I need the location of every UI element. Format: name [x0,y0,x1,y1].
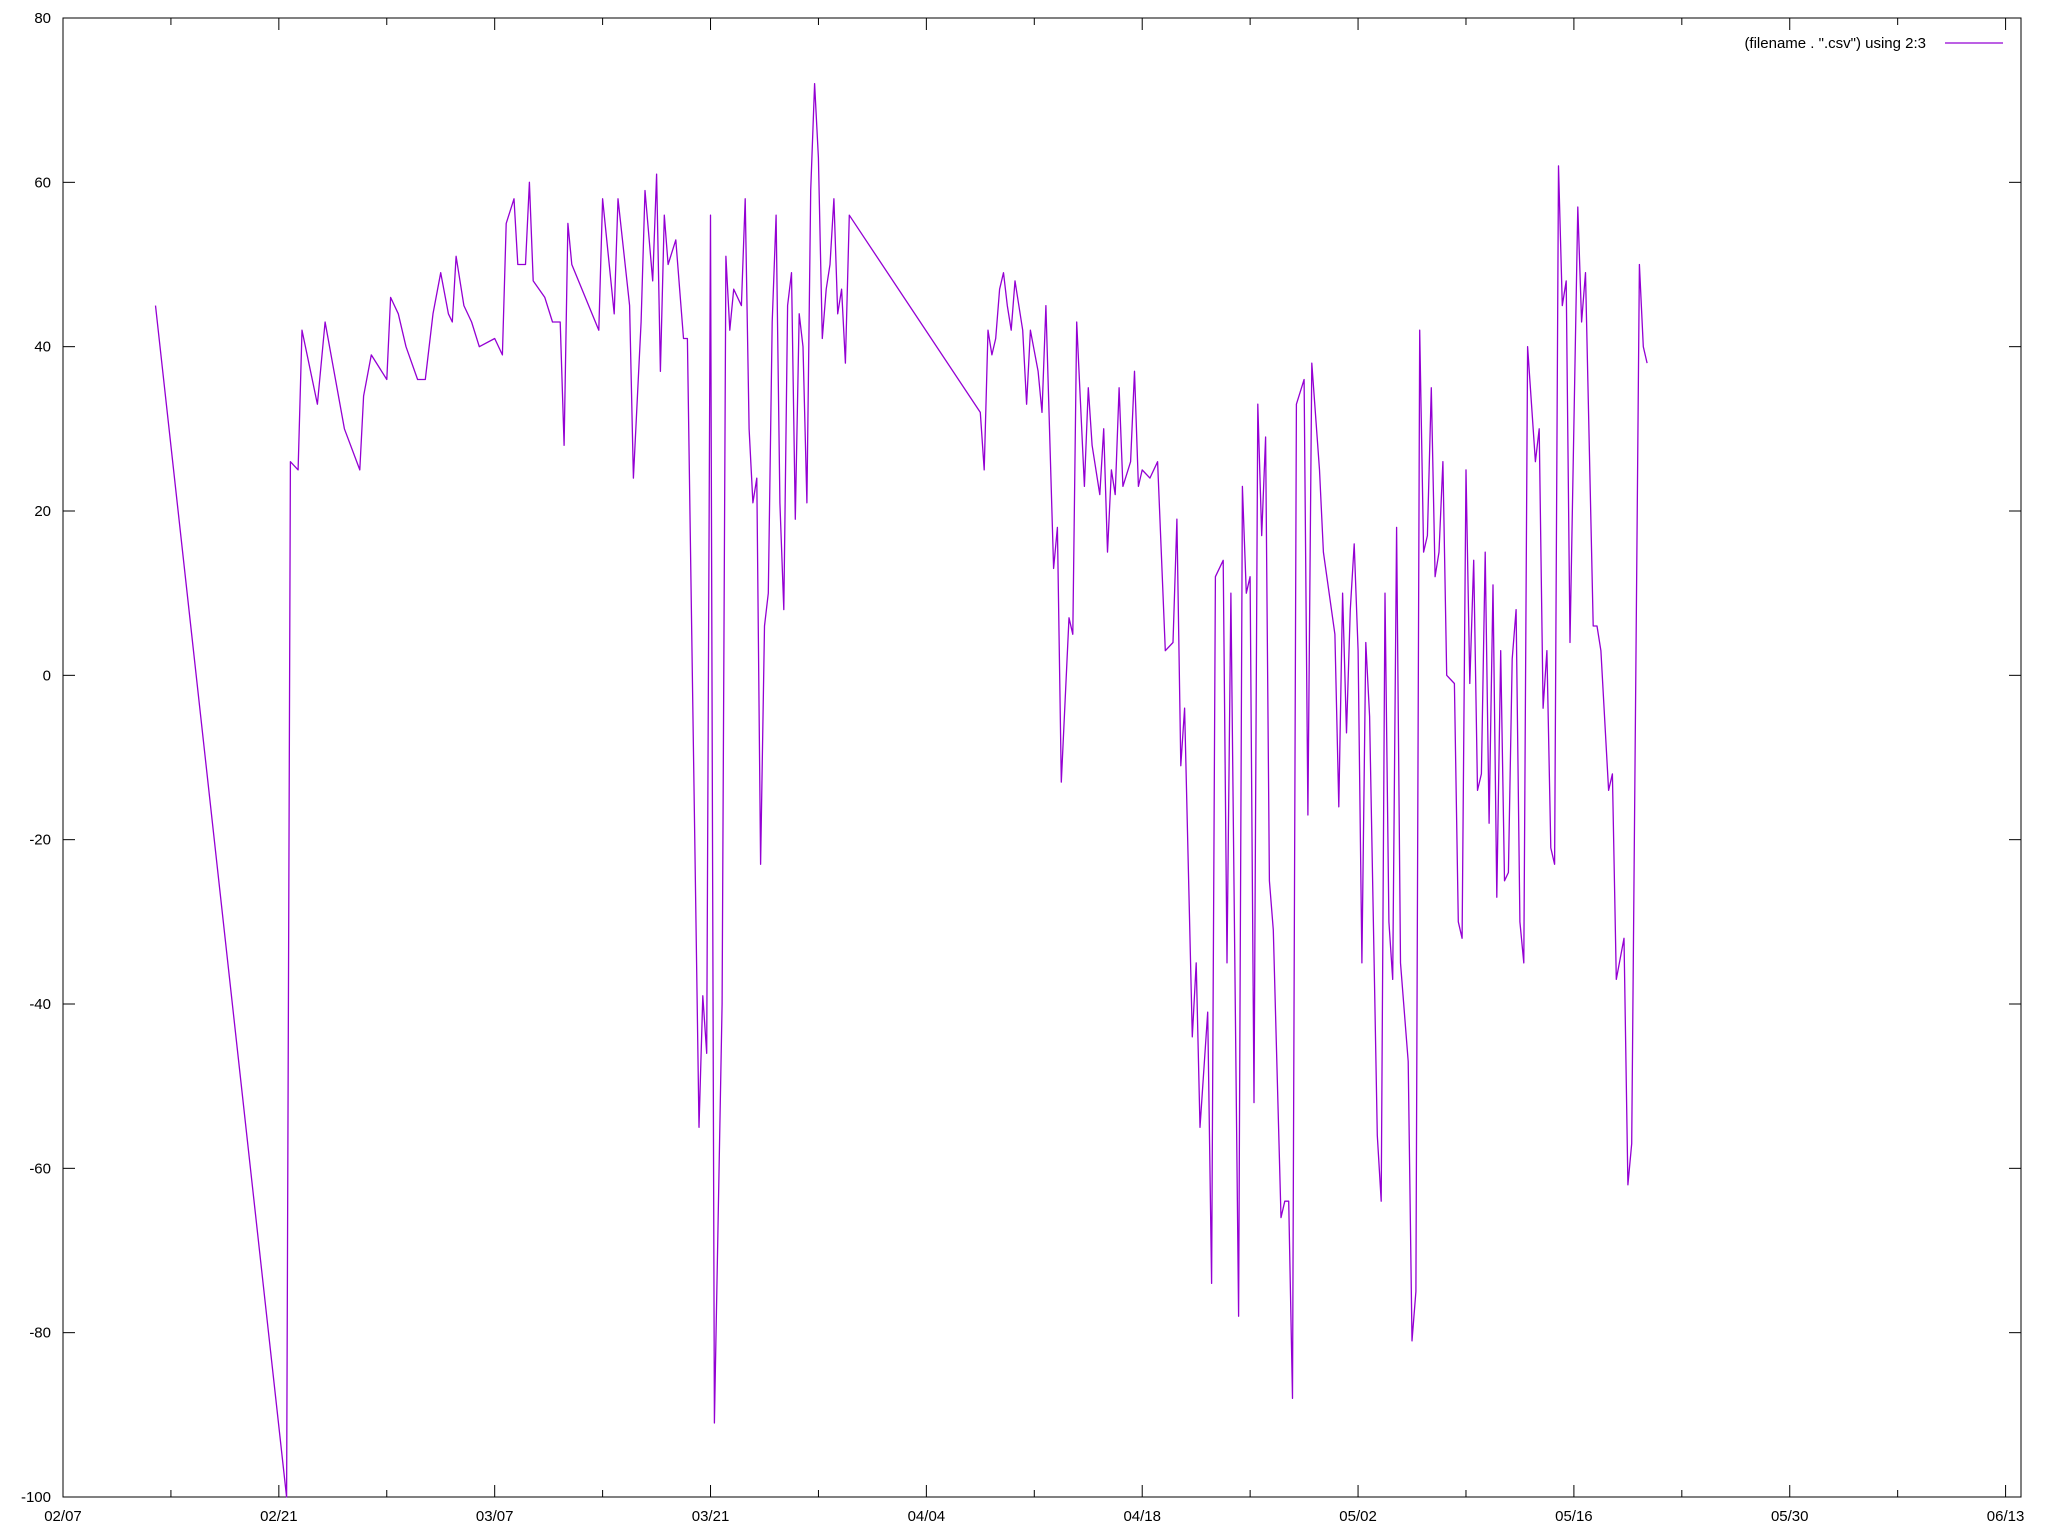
legend-label: (filename . ".csv") using 2:3 [1744,35,1926,52]
x-tick-label: 03/07 [476,1508,514,1525]
x-tick-label: 06/13 [1987,1508,2025,1525]
y-tick-label: -40 [29,996,51,1013]
x-tick-label: 05/16 [1555,1508,1593,1525]
y-tick-label: 60 [34,174,51,191]
x-tick-label: 05/30 [1771,1508,1809,1525]
legend: (filename . ".csv") using 2:3 [1744,35,2003,52]
x-tick-label: 05/02 [1339,1508,1377,1525]
series-line [154,83,1648,1498]
y-tick-label: 40 [34,339,51,356]
x-tick-label: 04/04 [908,1508,946,1525]
x-tick-label: 04/18 [1123,1508,1161,1525]
y-tick-label: 20 [34,503,51,520]
y-tick-label: 80 [34,10,51,27]
x-tick-label: 02/21 [260,1508,298,1525]
y-axis: -100 -80 -60 -40 -20 0 20 40 60 80 [21,10,2021,1506]
x-tick-label: 03/21 [692,1508,730,1525]
x-axis: 02/07 02/21 03/07 03/21 04/04 04/18 05/02 05/16… [44,18,2024,1525]
x-tick-label: 02/07 [44,1508,82,1525]
y-tick-label: -20 [29,832,51,849]
y-tick-label: -80 [29,1325,51,1342]
y-tick-label: -60 [29,1160,51,1177]
plot-frame [62,17,2022,1498]
y-tick-label: 0 [43,667,51,684]
y-tick-label: -100 [21,1489,51,1506]
